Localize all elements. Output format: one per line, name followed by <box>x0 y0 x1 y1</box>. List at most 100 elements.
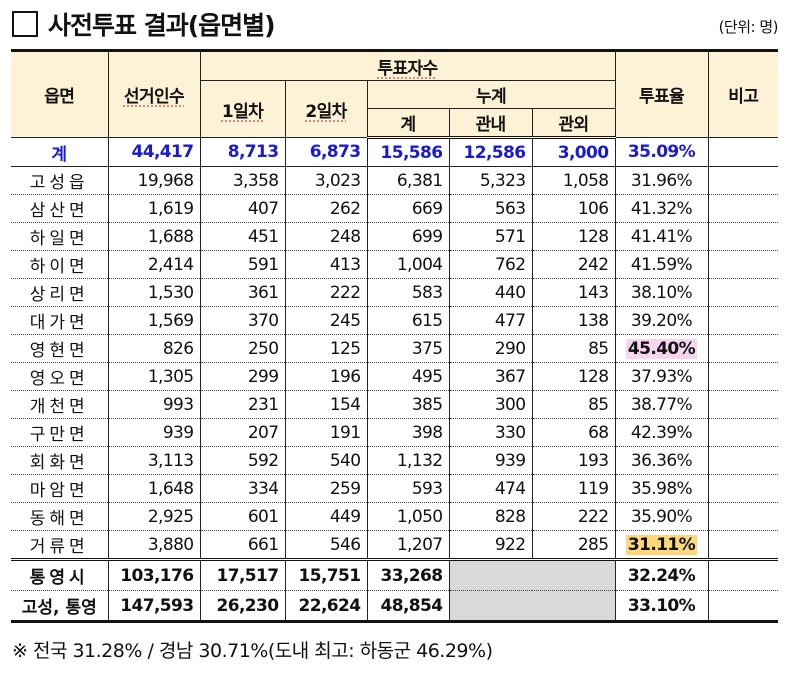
cell-day2: 191 <box>284 418 368 447</box>
cell-electors: 1,530 <box>107 278 201 307</box>
header-voters: 투표자수 <box>199 49 616 81</box>
cell-day2: 15,751 <box>284 558 368 591</box>
cell-remarks <box>707 362 778 391</box>
rate-value: 37.93% <box>630 366 693 387</box>
table-row: 하일면 1,688 451 248 699 571 128 41.41% <box>11 222 778 251</box>
cell-remarks <box>707 390 778 419</box>
table-row: 영오면 1,305 299 196 495 367 128 37.93% <box>11 362 778 391</box>
cell-day2: 6,873 <box>284 137 368 167</box>
cell-name: 거류면 <box>11 530 109 560</box>
table-row: 거류면 3,880 661 546 1,207 922 285 31.11% <box>11 530 778 560</box>
cell-day1: 231 <box>199 390 286 419</box>
cell-name: 통영시 <box>11 558 109 591</box>
cell-total: 385 <box>366 390 450 419</box>
cell-electors: 1,619 <box>107 194 201 223</box>
cell-electors: 1,569 <box>107 306 201 335</box>
cell-outside: 68 <box>531 418 616 447</box>
cell-inside: 762 <box>448 250 533 279</box>
cell-name: 영현면 <box>11 334 109 363</box>
header-day2: 2일차 <box>284 80 368 138</box>
cell-name: 하이면 <box>11 250 109 279</box>
cell-outside: 106 <box>531 194 616 223</box>
cell-total: 495 <box>366 362 450 391</box>
cell-name: 계 <box>11 137 109 167</box>
cell-rate: 38.77% <box>614 390 709 419</box>
header-area: 읍면 <box>11 49 109 138</box>
checkbox-square-icon <box>12 11 38 37</box>
cell-inside: 12,586 <box>448 137 533 167</box>
rate-value: 36.36% <box>630 450 693 471</box>
cell-total: 375 <box>366 334 450 363</box>
cell-day1: 334 <box>199 474 286 503</box>
table-row: 동해면 2,925 601 449 1,050 828 222 35.90% <box>11 502 778 531</box>
cell-outside: 143 <box>531 278 616 307</box>
table-row: 삼산면 1,619 407 262 669 563 106 41.32% <box>11 194 778 223</box>
cell-rate: 35.98% <box>614 474 709 503</box>
cell-outside: 119 <box>531 474 616 503</box>
cell-remarks <box>707 334 778 363</box>
cell-electors: 2,414 <box>107 250 201 279</box>
cell-name: 영오면 <box>11 362 109 391</box>
rate-value: 35.90% <box>630 506 693 527</box>
cell-total: 1,004 <box>366 250 450 279</box>
table-row: 개천면 993 231 154 385 300 85 38.77% <box>11 390 778 419</box>
cell-day1: 451 <box>199 222 286 251</box>
cell-day2: 222 <box>284 278 368 307</box>
cell-remarks <box>707 502 778 531</box>
cell-total: 48,854 <box>366 590 450 623</box>
cell-day1: 26,230 <box>199 590 286 623</box>
table-row: 상리면 1,530 361 222 583 440 143 38.10% <box>11 278 778 307</box>
cell-day2: 259 <box>284 474 368 503</box>
cell-outside: 3,000 <box>531 137 616 167</box>
cell-outside: 193 <box>531 446 616 475</box>
cell-rate: 37.93% <box>614 362 709 391</box>
cell-rate: 35.90% <box>614 502 709 531</box>
table-row: 하이면 2,414 591 413 1,004 762 242 41.59% <box>11 250 778 279</box>
table-row: 고성읍 19,968 3,358 3,023 6,381 5,323 1,058 31.96% <box>11 166 778 195</box>
cell-rate: 36.36% <box>614 446 709 475</box>
cell-day1: 370 <box>199 306 286 335</box>
cell-rate: 38.10% <box>614 278 709 307</box>
header-inside: 관내 <box>448 108 533 139</box>
cell-remarks <box>707 306 778 335</box>
rate-value: 41.59% <box>630 254 693 275</box>
cell-total: 6,381 <box>366 166 450 195</box>
cell-inside: 330 <box>448 418 533 447</box>
rate-value: 41.41% <box>630 226 693 247</box>
summary-row: 고성, 통영 147,593 26,230 22,624 48,854 33.10% <box>11 590 778 623</box>
cell-electors: 1,688 <box>107 222 201 251</box>
cell-day2: 413 <box>284 250 368 279</box>
cell-day1: 299 <box>199 362 286 391</box>
cell-day2: 546 <box>284 530 368 560</box>
header-cumulative: 누계 <box>366 80 615 109</box>
cell-outside: 1,058 <box>531 166 616 195</box>
table-row: 회화면 3,113 592 540 1,132 939 193 36.36% <box>11 446 778 475</box>
rate-value: 45.40% <box>625 338 698 359</box>
cell-electors: 103,176 <box>107 558 201 591</box>
cell-total: 669 <box>366 194 450 223</box>
cell-rate: 41.59% <box>614 250 709 279</box>
header-day1: 1일차 <box>200 80 286 138</box>
cell-outside: 128 <box>531 362 616 391</box>
cell-electors: 147,593 <box>107 590 201 623</box>
rate-value: 31.96% <box>630 170 693 191</box>
cell-inside: 828 <box>448 502 533 531</box>
cell-electors: 2,925 <box>107 502 201 531</box>
cell-inside: 300 <box>448 390 533 419</box>
cell-remarks <box>707 278 778 307</box>
cell-remarks <box>707 418 778 447</box>
cell-rate: 31.11% <box>614 530 709 560</box>
rate-value: 39.20% <box>630 310 693 331</box>
page-title: 사전투표 결과(읍면별) <box>12 6 276 42</box>
cell-name: 대가면 <box>11 306 109 335</box>
cell-rate: 41.41% <box>614 222 709 251</box>
cell-total: 593 <box>366 474 450 503</box>
footnote: ※ 전국 31.28% / 경남 30.71%(도내 최고: 하동군 46.29… <box>12 640 493 662</box>
cell-total: 398 <box>366 418 450 447</box>
cell-outside: 285 <box>531 530 616 560</box>
cell-remarks <box>707 166 778 195</box>
cell-day1: 591 <box>199 250 286 279</box>
cell-name: 고성읍 <box>11 166 109 195</box>
cell-day1: 3,358 <box>199 166 286 195</box>
cell-total: 33,268 <box>366 558 450 591</box>
